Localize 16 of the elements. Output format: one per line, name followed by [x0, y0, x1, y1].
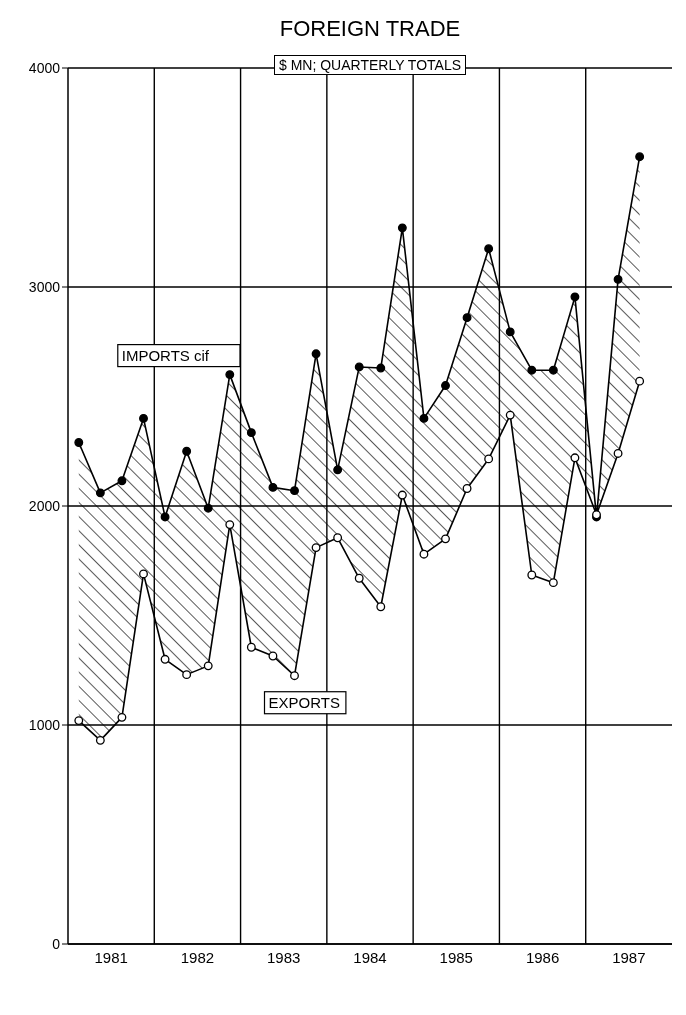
y-tick-label: 3000: [28, 278, 61, 295]
x-tick-label: 1987: [612, 948, 646, 966]
x-tick-label: 1986: [525, 948, 560, 966]
chart-title: FOREIGN TRADE: [278, 16, 462, 42]
series-label: EXPORTS: [268, 693, 340, 711]
x-tick-label: 1983: [267, 948, 301, 966]
series-label: IMPORTS cif: [121, 346, 210, 364]
x-tick-label: 1981: [94, 948, 128, 966]
x-tick-label: 1982: [180, 948, 215, 966]
chart-subtitle: $ MN; QUARTERLY TOTALS: [273, 55, 467, 75]
y-tick-label: 1000: [28, 716, 61, 733]
y-tick-label: 2000: [28, 497, 61, 514]
x-tick-label: 1985: [439, 948, 473, 966]
y-tick-label: 0: [52, 935, 61, 952]
y-tick-label: 4000: [28, 59, 61, 76]
x-tick-label: 1984: [353, 948, 387, 966]
